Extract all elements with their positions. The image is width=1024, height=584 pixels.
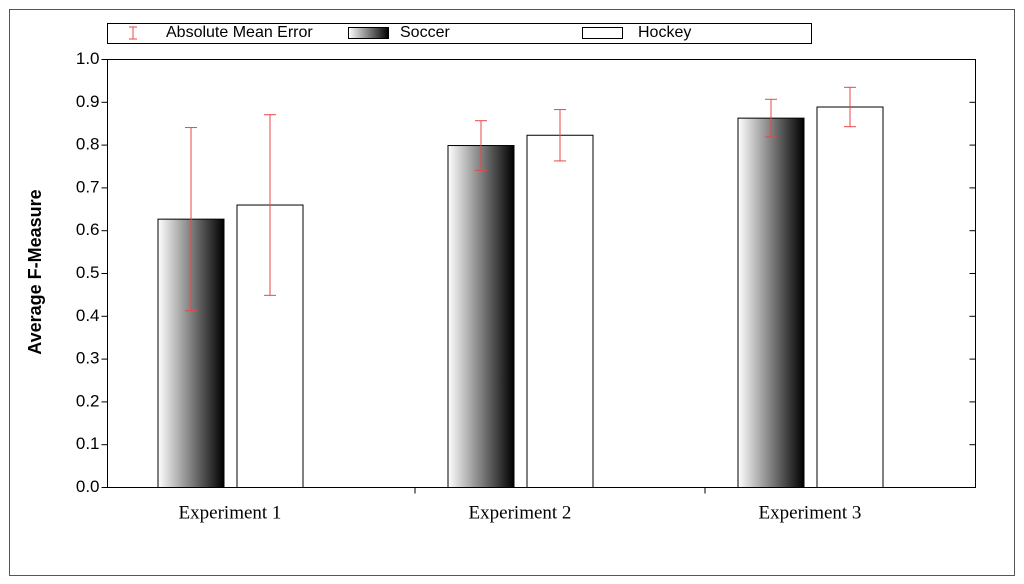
legend-error-icon <box>129 26 137 40</box>
legend-box <box>107 23 812 44</box>
error-bar <box>765 98 777 138</box>
error-bar <box>554 109 566 162</box>
legend-swatch <box>348 27 389 39</box>
y-tick-label: 0.3 <box>76 349 100 368</box>
y-tick-label: 0.0 <box>76 477 100 496</box>
y-tick-label: 0.2 <box>76 391 100 410</box>
x-tick-label: Experiment 3 <box>759 502 862 523</box>
bar <box>447 145 515 488</box>
y-tick-label: 1.0 <box>76 49 100 68</box>
bar <box>816 106 884 489</box>
y-tick-label: 0.8 <box>76 135 100 154</box>
legend-label: Soccer <box>400 24 450 41</box>
x-tick-label: Experiment 1 <box>179 502 282 523</box>
y-tick-label: 0.5 <box>76 263 100 282</box>
bar <box>526 134 594 488</box>
x-tick-label: Experiment 2 <box>469 502 572 523</box>
error-bar <box>475 120 487 171</box>
bar <box>737 117 805 489</box>
y-tick-label: 0.6 <box>76 220 100 239</box>
frame <box>9 9 1015 576</box>
y-tick-label: 0.4 <box>76 306 100 325</box>
legend-label: Hockey <box>638 24 691 41</box>
error-bar <box>264 114 276 296</box>
error-bar <box>844 86 856 128</box>
legend-label: Absolute Mean Error <box>166 24 313 41</box>
y-tick-label: 0.9 <box>76 92 100 111</box>
y-tick-label: 0.7 <box>76 177 100 196</box>
error-bar <box>185 127 197 312</box>
y-axis-title: Average F-Measure <box>25 189 45 354</box>
y-tick-label: 0.1 <box>76 434 100 453</box>
legend-swatch <box>582 27 623 39</box>
